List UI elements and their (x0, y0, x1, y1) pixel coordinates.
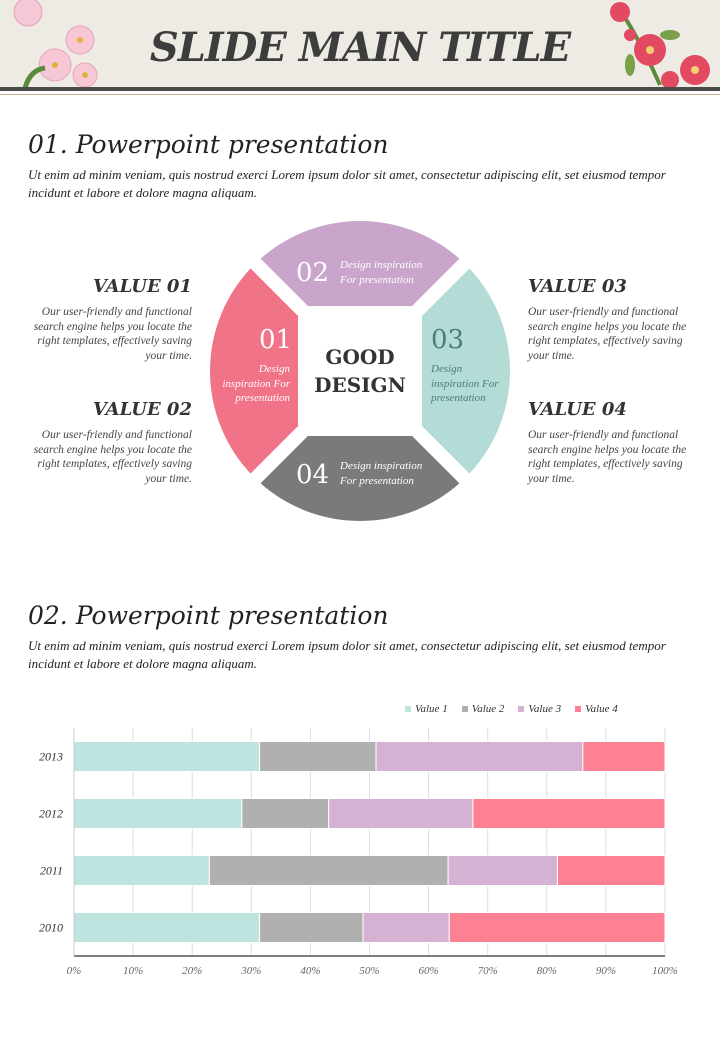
diagram-ring (210, 221, 510, 521)
bar-segment (73, 855, 210, 886)
legend-item: Value 1 (405, 703, 448, 715)
x-tick-label: 80% (537, 965, 557, 977)
bar-segment (556, 855, 666, 886)
slide-title: SLIDE MAIN TITLE (149, 24, 571, 71)
bar-segment (73, 741, 261, 772)
x-tick-label: 50% (359, 965, 379, 977)
bar-segment (362, 912, 450, 943)
y-tick-label: 2013 (39, 750, 63, 764)
segment-02-number: 02 (296, 258, 330, 288)
bar-segment (259, 912, 364, 943)
bar-segment (259, 741, 377, 772)
x-tick-label: 100% (652, 965, 678, 977)
x-tick-label: 0% (67, 965, 82, 977)
section2-body: Ut enim ad minim veniam, quis nostrud ex… (28, 638, 666, 671)
legend-item: Value 3 (518, 703, 561, 715)
x-tick-label: 10% (123, 965, 143, 977)
value-04-title: VALUE 04 (528, 399, 627, 420)
flower-decoration-left (13, 0, 98, 88)
segment-04 (210, 432, 510, 521)
x-tick-label: 60% (419, 965, 439, 977)
value-01-title: VALUE 01 (93, 276, 192, 297)
bar-segment (73, 912, 261, 943)
value-04-text: Our user-friendly and functional search … (528, 429, 687, 485)
x-tick-label: 90% (596, 965, 616, 977)
value-03-title: VALUE 03 (528, 276, 627, 297)
center-label: GOOD DESIGN (314, 345, 406, 397)
bar-segment (241, 798, 330, 829)
bar-segment (328, 798, 474, 829)
segment-04-number: 04 (296, 460, 330, 490)
x-tick-label: 40% (300, 965, 320, 977)
y-tick-label: 2011 (40, 864, 63, 878)
header-divider (0, 87, 720, 91)
value-02-text: Our user-friendly and functional search … (33, 429, 192, 485)
bar-segment (448, 912, 666, 943)
y-tick-label: 2012 (39, 807, 63, 821)
flower-decoration-right (610, 2, 710, 88)
bar-segment (73, 798, 243, 829)
value-01-text: Our user-friendly and functional search … (33, 306, 192, 362)
section2-title: 02. Powerpoint presentation (28, 601, 389, 630)
x-tick-label: 30% (240, 965, 261, 977)
segment-01-number: 01 (259, 325, 293, 355)
segment-03-label: Design inspiration For presentation (431, 363, 499, 404)
bar-segment (447, 855, 558, 886)
bar-segment (472, 798, 666, 829)
section1-title: 01. Powerpoint presentation (28, 130, 389, 159)
x-tick-label: 70% (478, 965, 498, 977)
bar-segment (208, 855, 449, 886)
segment-04-label: Design inspiration For presentation (340, 460, 423, 487)
header-divider-thin (0, 94, 720, 95)
chart-legend: Value 1 Value 2 Value 3 Value 4 (405, 703, 618, 715)
stacked-bar-chart: 0% 10% 20% 30% 40% 50% 60% 70% 80% 90% 100% 2013 201… (39, 728, 678, 977)
value-03-text: Our user-friendly and functional search … (528, 306, 687, 362)
bar-segment (582, 741, 666, 772)
segment-03-number: 03 (431, 325, 465, 355)
section1-body: Ut enim ad minim veniam, quis nostrud ex… (28, 167, 666, 200)
segment-02 (210, 221, 510, 310)
legend-item: Value 4 (575, 703, 618, 715)
x-tick-label: 20% (182, 965, 202, 977)
y-tick-label: 2010 (39, 921, 63, 935)
value-02-title: VALUE 02 (93, 399, 192, 420)
legend-item: Value 2 (461, 703, 504, 715)
bar-segment (375, 741, 584, 772)
header-banner (0, 0, 720, 88)
segment-02-label: Design inspiration For presentation (340, 259, 423, 286)
segment-01-label: Design inspiration For presentation (222, 363, 290, 404)
